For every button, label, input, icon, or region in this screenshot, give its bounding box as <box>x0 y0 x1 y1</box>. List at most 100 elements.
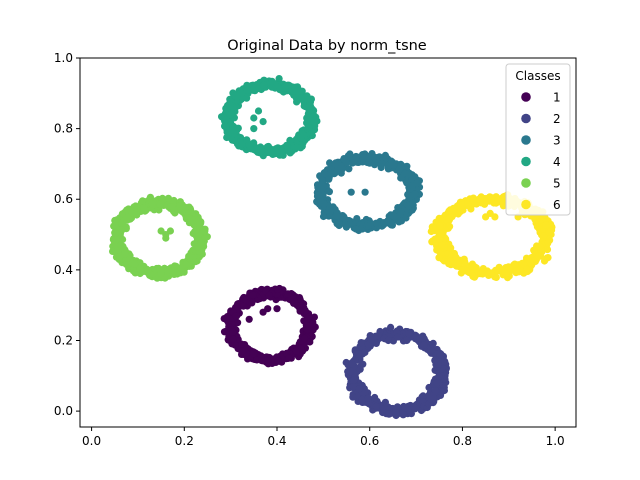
scatter-point-class-5 <box>157 270 165 278</box>
scatter-point-class-1 <box>245 315 253 323</box>
x-tick-label: 0.0 <box>82 434 101 448</box>
scatter-point-class-1 <box>274 357 282 365</box>
scatter-point-class-1 <box>310 313 318 321</box>
scatter-point-class-5 <box>185 252 193 260</box>
scatter-point-class-3 <box>319 212 328 221</box>
scatter-point-class-5 <box>164 266 172 275</box>
scatter-point-class-3 <box>315 191 323 199</box>
x-tick-label: 0.6 <box>360 434 379 448</box>
scatter-point-class-2 <box>349 393 357 401</box>
scatter-point-class-5 <box>157 227 165 235</box>
scatter-point-class-6 <box>487 269 495 278</box>
scatter-point-class-3 <box>384 217 392 225</box>
scatter-point-class-3 <box>337 162 345 170</box>
scatter-point-class-4 <box>250 114 258 122</box>
scatter-point-class-2 <box>436 351 444 359</box>
scatter-point-class-4 <box>249 86 257 94</box>
scatter-point-class-1 <box>258 357 266 365</box>
scatter-point-class-5 <box>111 221 119 229</box>
scatter-point-class-2 <box>367 336 375 344</box>
scatter-point-class-4 <box>293 98 301 106</box>
scatter-point-class-6 <box>470 263 479 271</box>
y-tick-label: 1.0 <box>54 51 73 65</box>
scatter-point-class-6 <box>491 213 499 221</box>
scatter-point-class-4 <box>259 118 267 126</box>
scatter-point-class-2 <box>371 393 379 402</box>
scatter-point-class-3 <box>388 158 396 166</box>
scatter-point-class-2 <box>411 404 420 412</box>
scatter-point-class-4 <box>277 147 285 155</box>
scatter-point-class-1 <box>223 314 232 323</box>
scatter-point-class-5 <box>118 210 126 218</box>
scatter-point-class-4 <box>223 133 231 142</box>
scatter-point-class-2 <box>438 388 446 396</box>
scatter-point-class-4 <box>256 148 264 156</box>
scatter-point-class-2 <box>431 356 439 364</box>
scatter-point-class-3 <box>408 175 416 183</box>
scatter-point-class-4 <box>307 117 315 125</box>
scatter-point-class-6 <box>544 239 552 247</box>
scatter-point-class-5 <box>130 260 139 268</box>
scatter-point-class-2 <box>384 336 392 345</box>
scatter-point-class-4 <box>275 75 283 83</box>
scatter-point-class-1 <box>248 299 256 307</box>
scatter-point-class-4 <box>276 86 284 94</box>
scatter-point-class-1 <box>220 328 229 336</box>
legend-marker-class-4 <box>521 156 531 167</box>
scatter-point-class-6 <box>536 242 544 250</box>
scatter-point-class-3 <box>327 169 335 177</box>
scatter-point-class-2 <box>393 333 402 341</box>
scatter-point-class-2 <box>385 410 393 418</box>
scatter-point-class-1 <box>234 319 242 327</box>
scatter-point-class-4 <box>250 125 258 133</box>
scatter-point-class-6 <box>501 269 509 277</box>
scatter-point-class-1 <box>274 285 282 294</box>
scatter-point-class-1 <box>265 291 273 300</box>
scatter-point-class-2 <box>355 385 363 393</box>
scatter-point-class-3 <box>410 190 419 198</box>
scatter-point-class-3 <box>378 160 386 168</box>
scatter-point-class-5 <box>166 227 174 235</box>
scatter-point-class-3 <box>326 159 334 167</box>
scatter-point-class-3 <box>326 209 334 217</box>
scatter-point-class-2 <box>357 339 365 347</box>
legend-marker-class-1 <box>521 92 531 102</box>
scatter-point-class-2 <box>387 323 395 331</box>
scatter-point-class-2 <box>412 332 421 340</box>
legend-label-class-2: 2 <box>553 112 561 126</box>
scatter-point-class-2 <box>392 409 400 417</box>
scatter-point-class-6 <box>535 252 543 260</box>
scatter-point-class-5 <box>124 213 132 221</box>
scatter-point-class-6 <box>457 201 466 209</box>
y-tick-label: 0.0 <box>54 404 73 418</box>
scatter-point-class-1 <box>285 354 293 362</box>
scatter-point-class-4 <box>226 111 234 119</box>
scatter-point-class-5 <box>114 246 122 254</box>
scatter-point-class-3 <box>325 188 333 196</box>
y-tick-label: 0.6 <box>54 192 73 206</box>
scatter-point-class-5 <box>112 236 120 244</box>
scatter-point-class-2 <box>431 387 440 395</box>
scatter-point-class-4 <box>222 122 230 131</box>
scatter-point-class-2 <box>384 403 392 411</box>
scatter-point-class-6 <box>469 197 477 205</box>
scatter-point-class-4 <box>222 115 230 124</box>
legend-marker-class-2 <box>521 113 531 124</box>
scatter-point-class-4 <box>267 147 275 155</box>
scatter-point-class-1 <box>300 334 309 343</box>
scatter-point-class-6 <box>449 260 457 268</box>
scatter-point-class-6 <box>437 230 445 238</box>
scatter-point-class-3 <box>390 212 398 220</box>
legend-marker-class-5 <box>521 178 531 188</box>
scatter-point-class-2 <box>349 383 357 391</box>
chart-title: Original Data by norm_tsne <box>227 38 427 54</box>
scatter-point-class-6 <box>545 228 553 236</box>
scatter-point-class-4 <box>301 94 309 102</box>
x-tick-label: 1.0 <box>546 434 565 448</box>
scatter-point-class-3 <box>395 165 403 174</box>
scatter-point-class-5 <box>138 197 147 205</box>
scatter-point-class-2 <box>435 372 443 380</box>
legend-title: Classes <box>515 69 560 83</box>
scatter-point-class-2 <box>426 395 434 403</box>
scatter-point-class-2 <box>419 392 427 400</box>
